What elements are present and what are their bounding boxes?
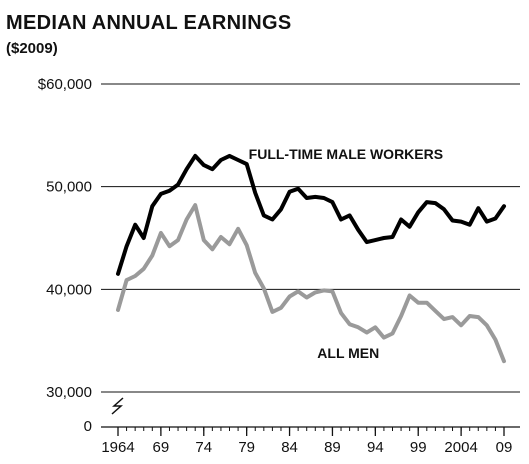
- x-tick-label: 89: [324, 439, 341, 456]
- x-tick-label: 2004: [444, 439, 477, 456]
- series-annotation-1: ALL MEN: [317, 345, 379, 361]
- x-tick-label: 84: [281, 439, 298, 456]
- x-tick-label: 74: [195, 439, 212, 456]
- series-line-0: [116, 153, 506, 276]
- x-tick-label: 79: [238, 439, 255, 456]
- y-tick-label: 0: [84, 418, 92, 435]
- chart-subtitle: ($2009): [6, 40, 58, 57]
- series-annotation-0: FULL-TIME MALE WORKERS: [249, 146, 443, 162]
- axes: [101, 397, 520, 436]
- y-tick-label: $60,000: [38, 76, 92, 93]
- y-tick-label: 50,000: [46, 179, 92, 196]
- x-tick-label: 1964: [101, 439, 134, 456]
- x-tick-label: 99: [410, 439, 427, 456]
- x-tick-label: 94: [367, 439, 384, 456]
- series-line-1: [116, 203, 506, 364]
- x-tick-label: 69: [153, 439, 170, 456]
- gridlines: [101, 83, 520, 393]
- axis-break-mark: [111, 397, 124, 415]
- y-tick-label: 40,000: [46, 281, 92, 298]
- y-tick-label: 30,000: [46, 384, 92, 401]
- labels: $60,000 50,000 40,000 30,000 0 1964 69 74 79 84 89…: [38, 76, 513, 456]
- series-lines: [116, 153, 506, 364]
- x-tick-label: 09: [496, 439, 513, 456]
- chart-title: MEDIAN ANNUAL EARNINGS: [6, 12, 292, 34]
